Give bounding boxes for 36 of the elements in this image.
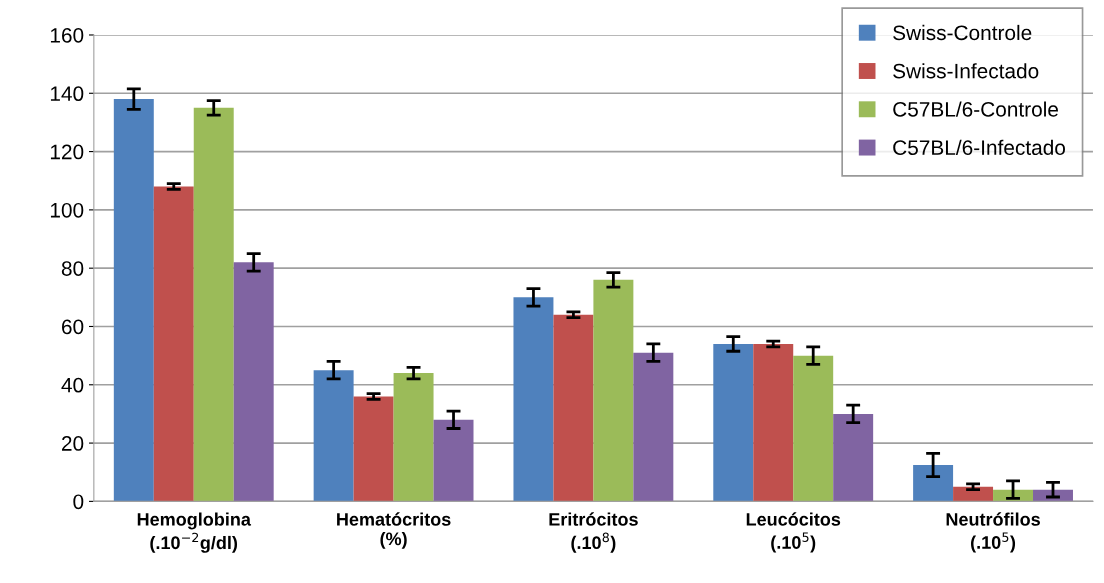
legend-label: C57BL/6-Infectado [893,139,1066,156]
bar [113,99,154,502]
bar [153,186,194,502]
y-tick-label: 120 [50,144,84,160]
bar [913,464,954,502]
y-tick-label: 140 [50,86,84,102]
legend-label: C57BL/6-Controle [893,101,1058,117]
bar [353,396,394,502]
x-tick-label: Hematócritos (%) [337,512,451,549]
legend-label: Swiss-Infectado [893,63,1039,79]
bar [753,343,794,502]
bar [513,297,554,502]
bar [433,419,474,502]
bar [233,262,274,502]
y-tick-label: 0 [73,494,84,510]
bar [593,279,634,502]
bar [393,373,434,502]
bar [833,413,874,502]
bar [553,314,594,502]
bar [793,355,834,502]
bar [953,486,994,502]
y-tick-label: 40 [61,377,84,393]
y-tick-label: 20 [62,436,84,451]
x-tick-label: Eritrócitos (.10$^{8}$) [549,512,638,553]
y-tick-label: 80 [61,261,84,276]
legend-label: Swiss-Controle [893,24,1032,41]
bar [633,352,674,502]
x-tick-label: Neutrófilos (.10$^{5}$) [946,512,1040,553]
y-tick-label: 160 [50,27,84,43]
x-tick-label: Leucócitos (.10$^{5}$) [746,512,841,553]
x-tick-label: Hemoglobina (.10$^{−2}$g/dl) [137,512,252,553]
bar [193,107,234,502]
bar [713,343,754,502]
y-tick-label: 100 [50,202,84,218]
y-tick-label: 60 [62,319,84,335]
bar [313,370,354,502]
